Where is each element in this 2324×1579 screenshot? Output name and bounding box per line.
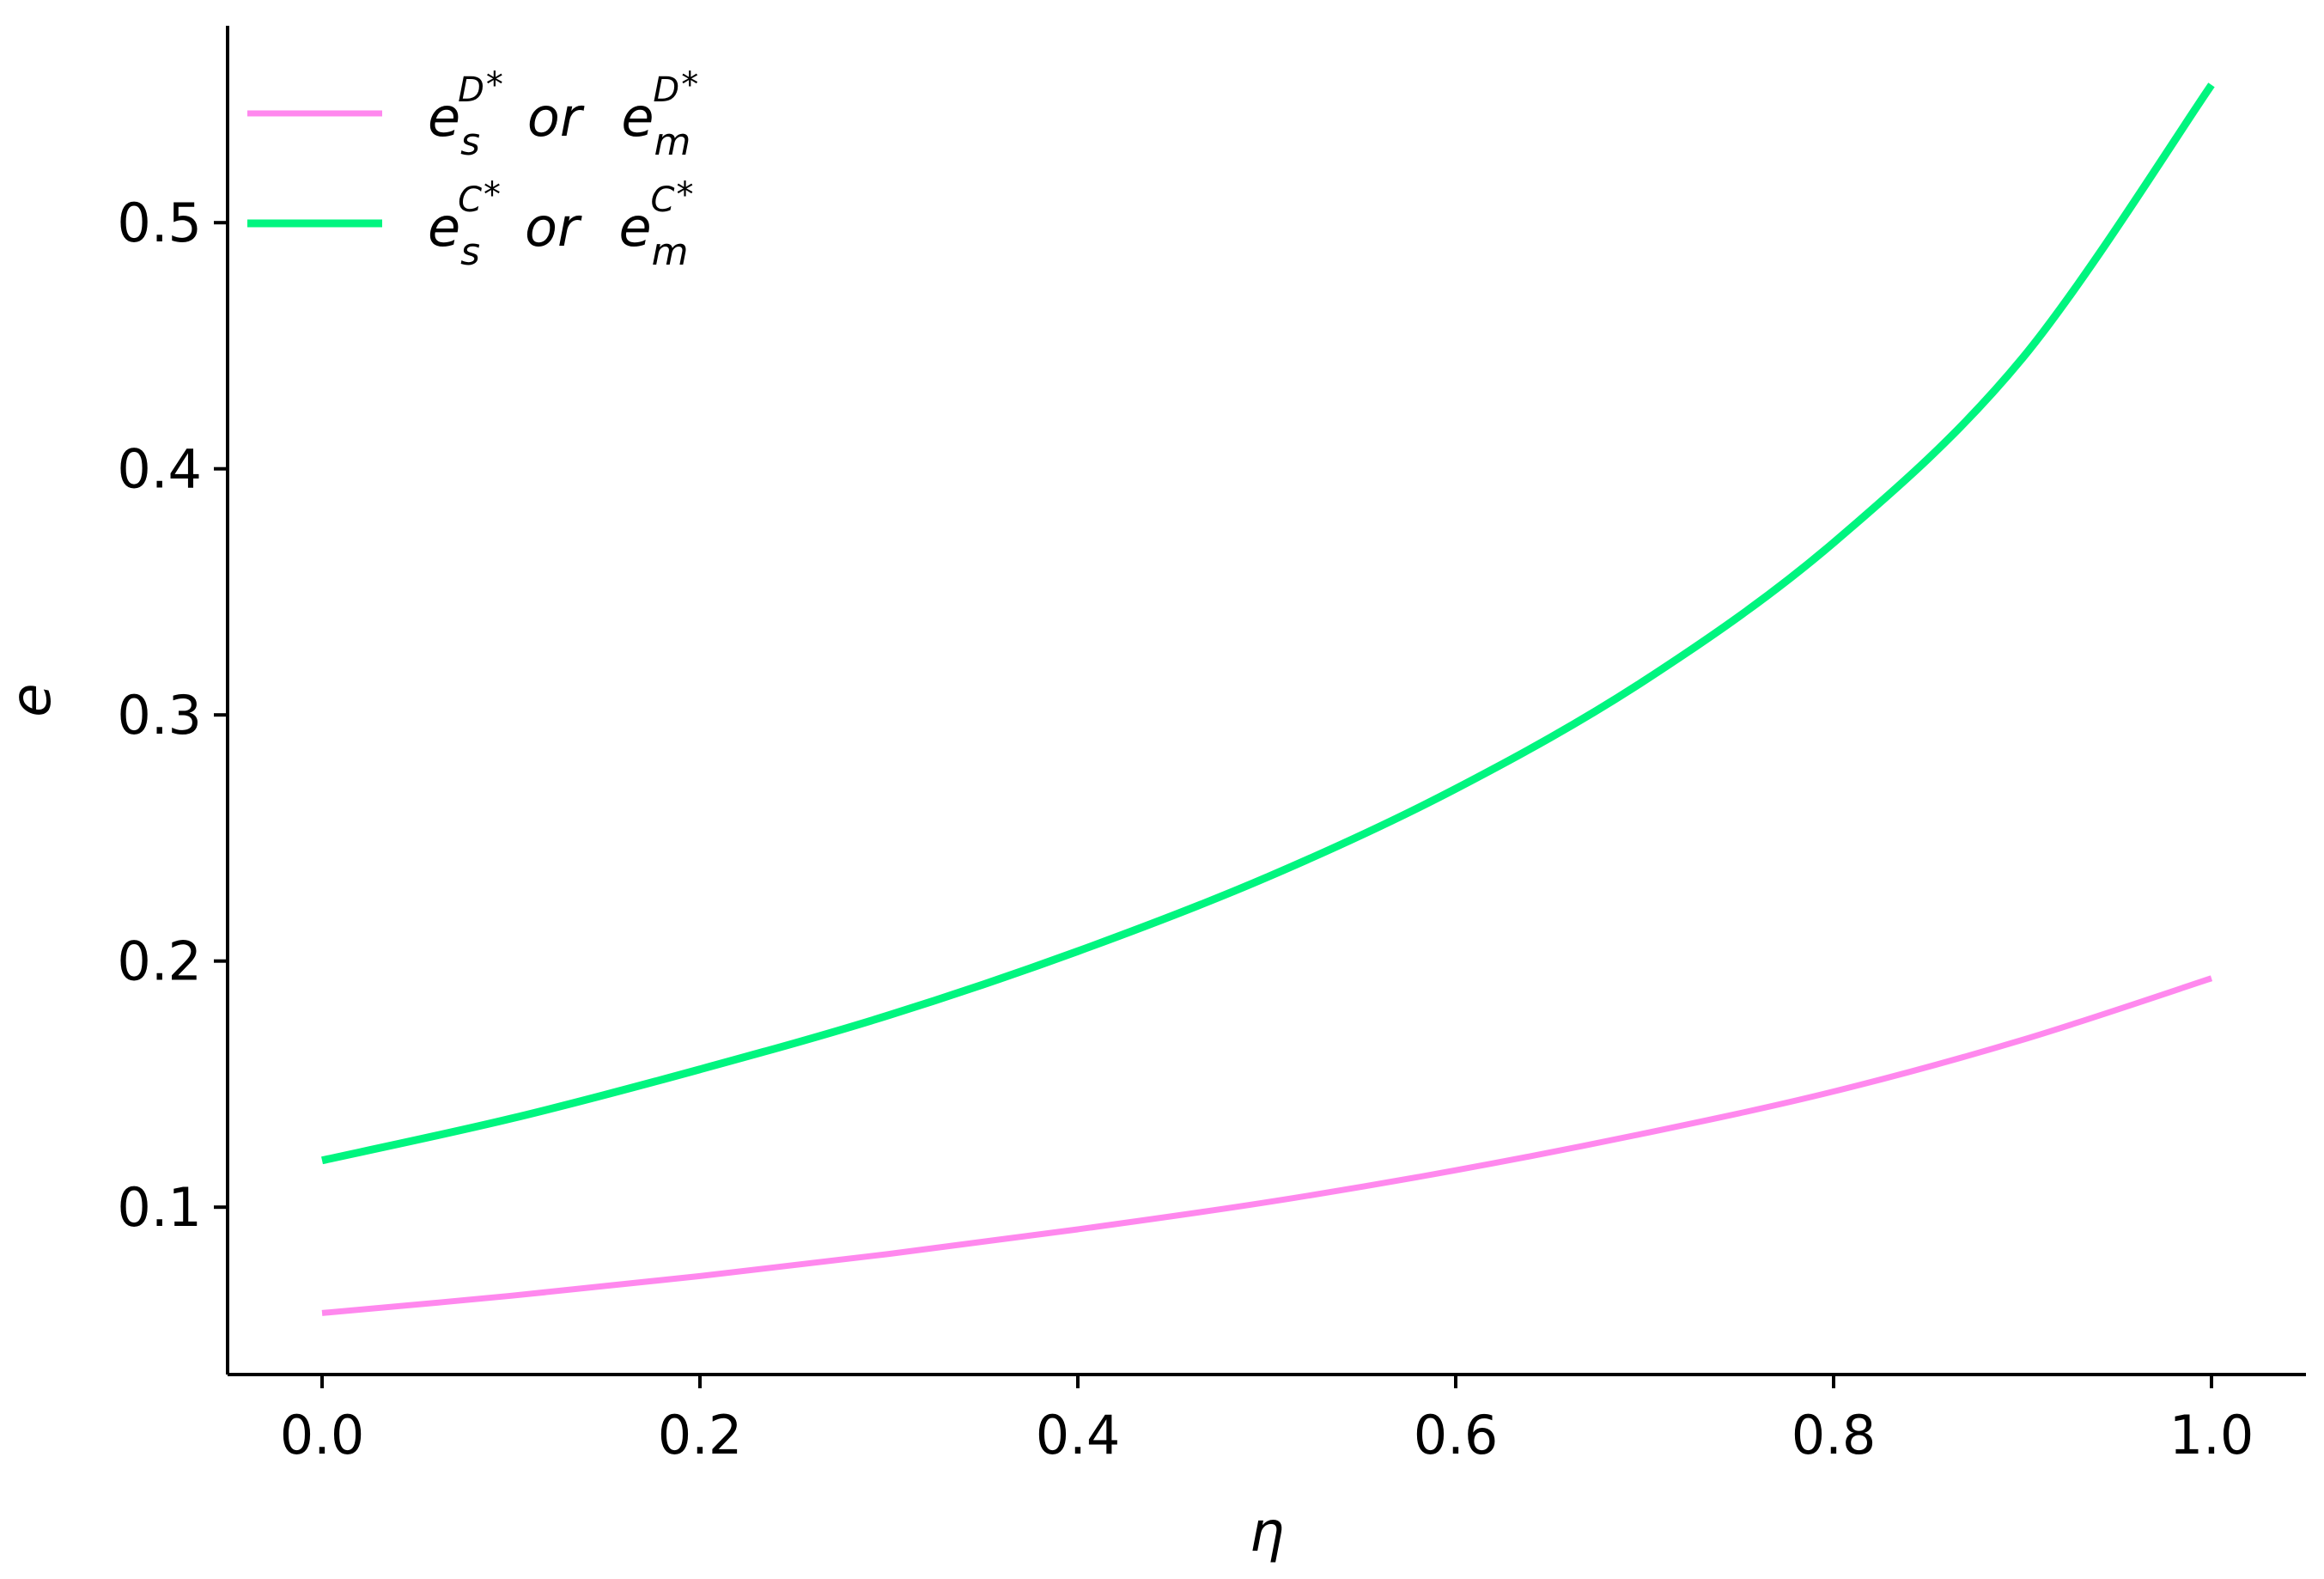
x-tick-label: 0.0 <box>280 1404 365 1466</box>
x-tick-label: 0.2 <box>658 1404 743 1466</box>
legend: esD*or emD* esC*or emC* <box>247 65 698 274</box>
y-tick-label: 0.3 <box>117 684 202 747</box>
x-ticks: 0.0 0.2 0.4 0.6 0.8 1.0 <box>280 1375 2254 1466</box>
y-tick-label: 0.2 <box>117 930 202 993</box>
y-tick-label: 0.4 <box>117 438 202 501</box>
y-tick-label: 0.1 <box>117 1176 202 1239</box>
series-lines <box>321 82 2215 1316</box>
legend-label-D: esD*or emD* <box>428 65 698 164</box>
y-axis-label: e <box>0 683 64 716</box>
x-tick-label: 1.0 <box>2169 1404 2254 1466</box>
y-ticks: 0.1 0.2 0.3 0.4 0.5 <box>117 192 228 1239</box>
y-tick-label: 0.5 <box>117 192 202 254</box>
x-axis-label: η <box>1250 1501 1285 1564</box>
series-line-C <box>321 82 2215 1165</box>
axes <box>226 26 2306 1376</box>
series-line-D <box>321 975 2213 1316</box>
legend-label-C: esC*or emC* <box>428 175 693 274</box>
x-tick-label: 0.6 <box>1414 1404 1499 1466</box>
x-tick-label: 0.4 <box>1036 1404 1121 1466</box>
x-tick-label: 0.8 <box>1792 1404 1877 1466</box>
